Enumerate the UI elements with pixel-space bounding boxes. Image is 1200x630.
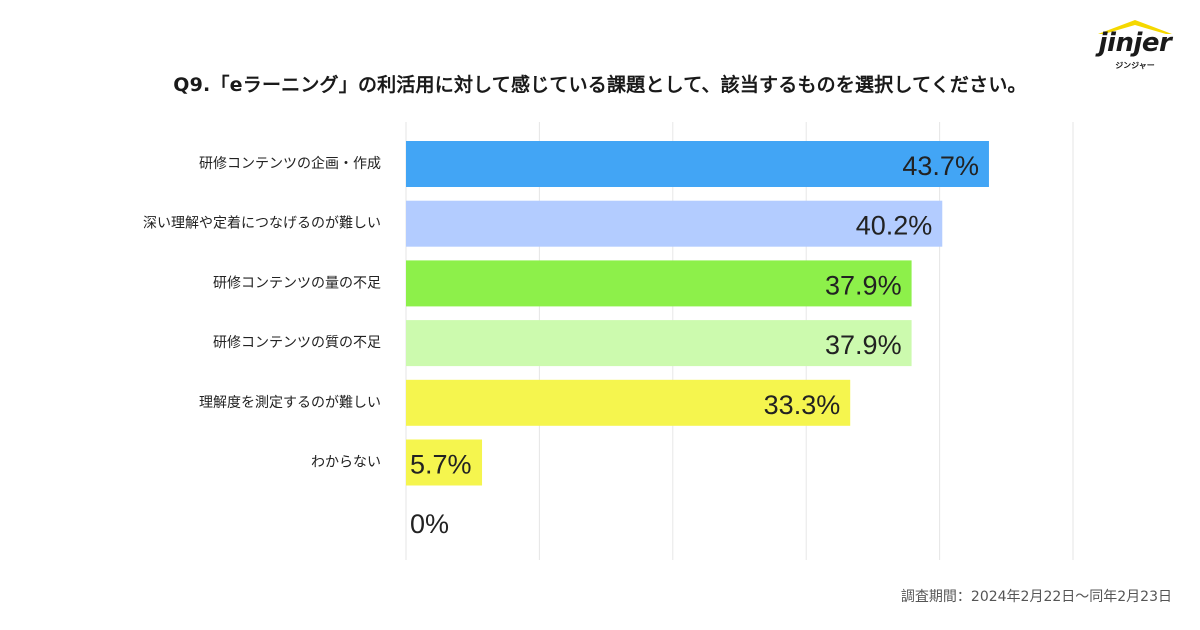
bars [406,141,989,486]
logo-subtext: ジンジャー [1115,61,1155,70]
house-roof-icon [1098,20,1172,34]
category-label-2: 研修コンテンツの量の不足 [213,275,381,291]
bar-3 [406,320,912,367]
value-label-4: 33.3% [764,390,841,420]
survey-period-note: 調査期間：2024年2月22日～同年2月23日 [900,589,1172,605]
category-label-3: 研修コンテンツの質の不足 [213,335,381,351]
category-label-1: 深い理解や定着につなげるのが難しい [143,216,381,232]
bar-2 [406,260,912,307]
logo-text: jinjer [1098,28,1172,58]
value-label-3: 37.9% [825,330,902,360]
value-label-0: 43.7% [902,151,979,181]
bar-1 [406,200,943,247]
jinjer-logo: jinjer ジンジャー [1090,16,1180,72]
category-label-4: 理解度を測定するのが難しい [199,395,381,411]
bar-5 [406,439,483,486]
category-labels: 研修コンテンツの企画・作成深い理解や定着につなげるのが難しい研修コンテンツの量の… [143,155,381,471]
value-label-2: 37.9% [825,270,902,300]
category-label-5: わからない [311,455,381,471]
value-label-5: 5.7% [410,450,472,480]
category-label-0: 研修コンテンツの企画・作成 [199,155,381,172]
value-label-1: 40.2% [856,211,933,241]
bar-0 [406,141,989,187]
value-labels: 43.7% 40.2% 37.9% 37.9% 33.3% 5.7% 0% [410,151,979,539]
chart-title: Q9.「eラーニング」の利活用に対して感じている課題として、該当するものを選択し… [173,74,1027,96]
value-label-6: 0% [410,509,449,539]
bar-4 [406,379,851,426]
